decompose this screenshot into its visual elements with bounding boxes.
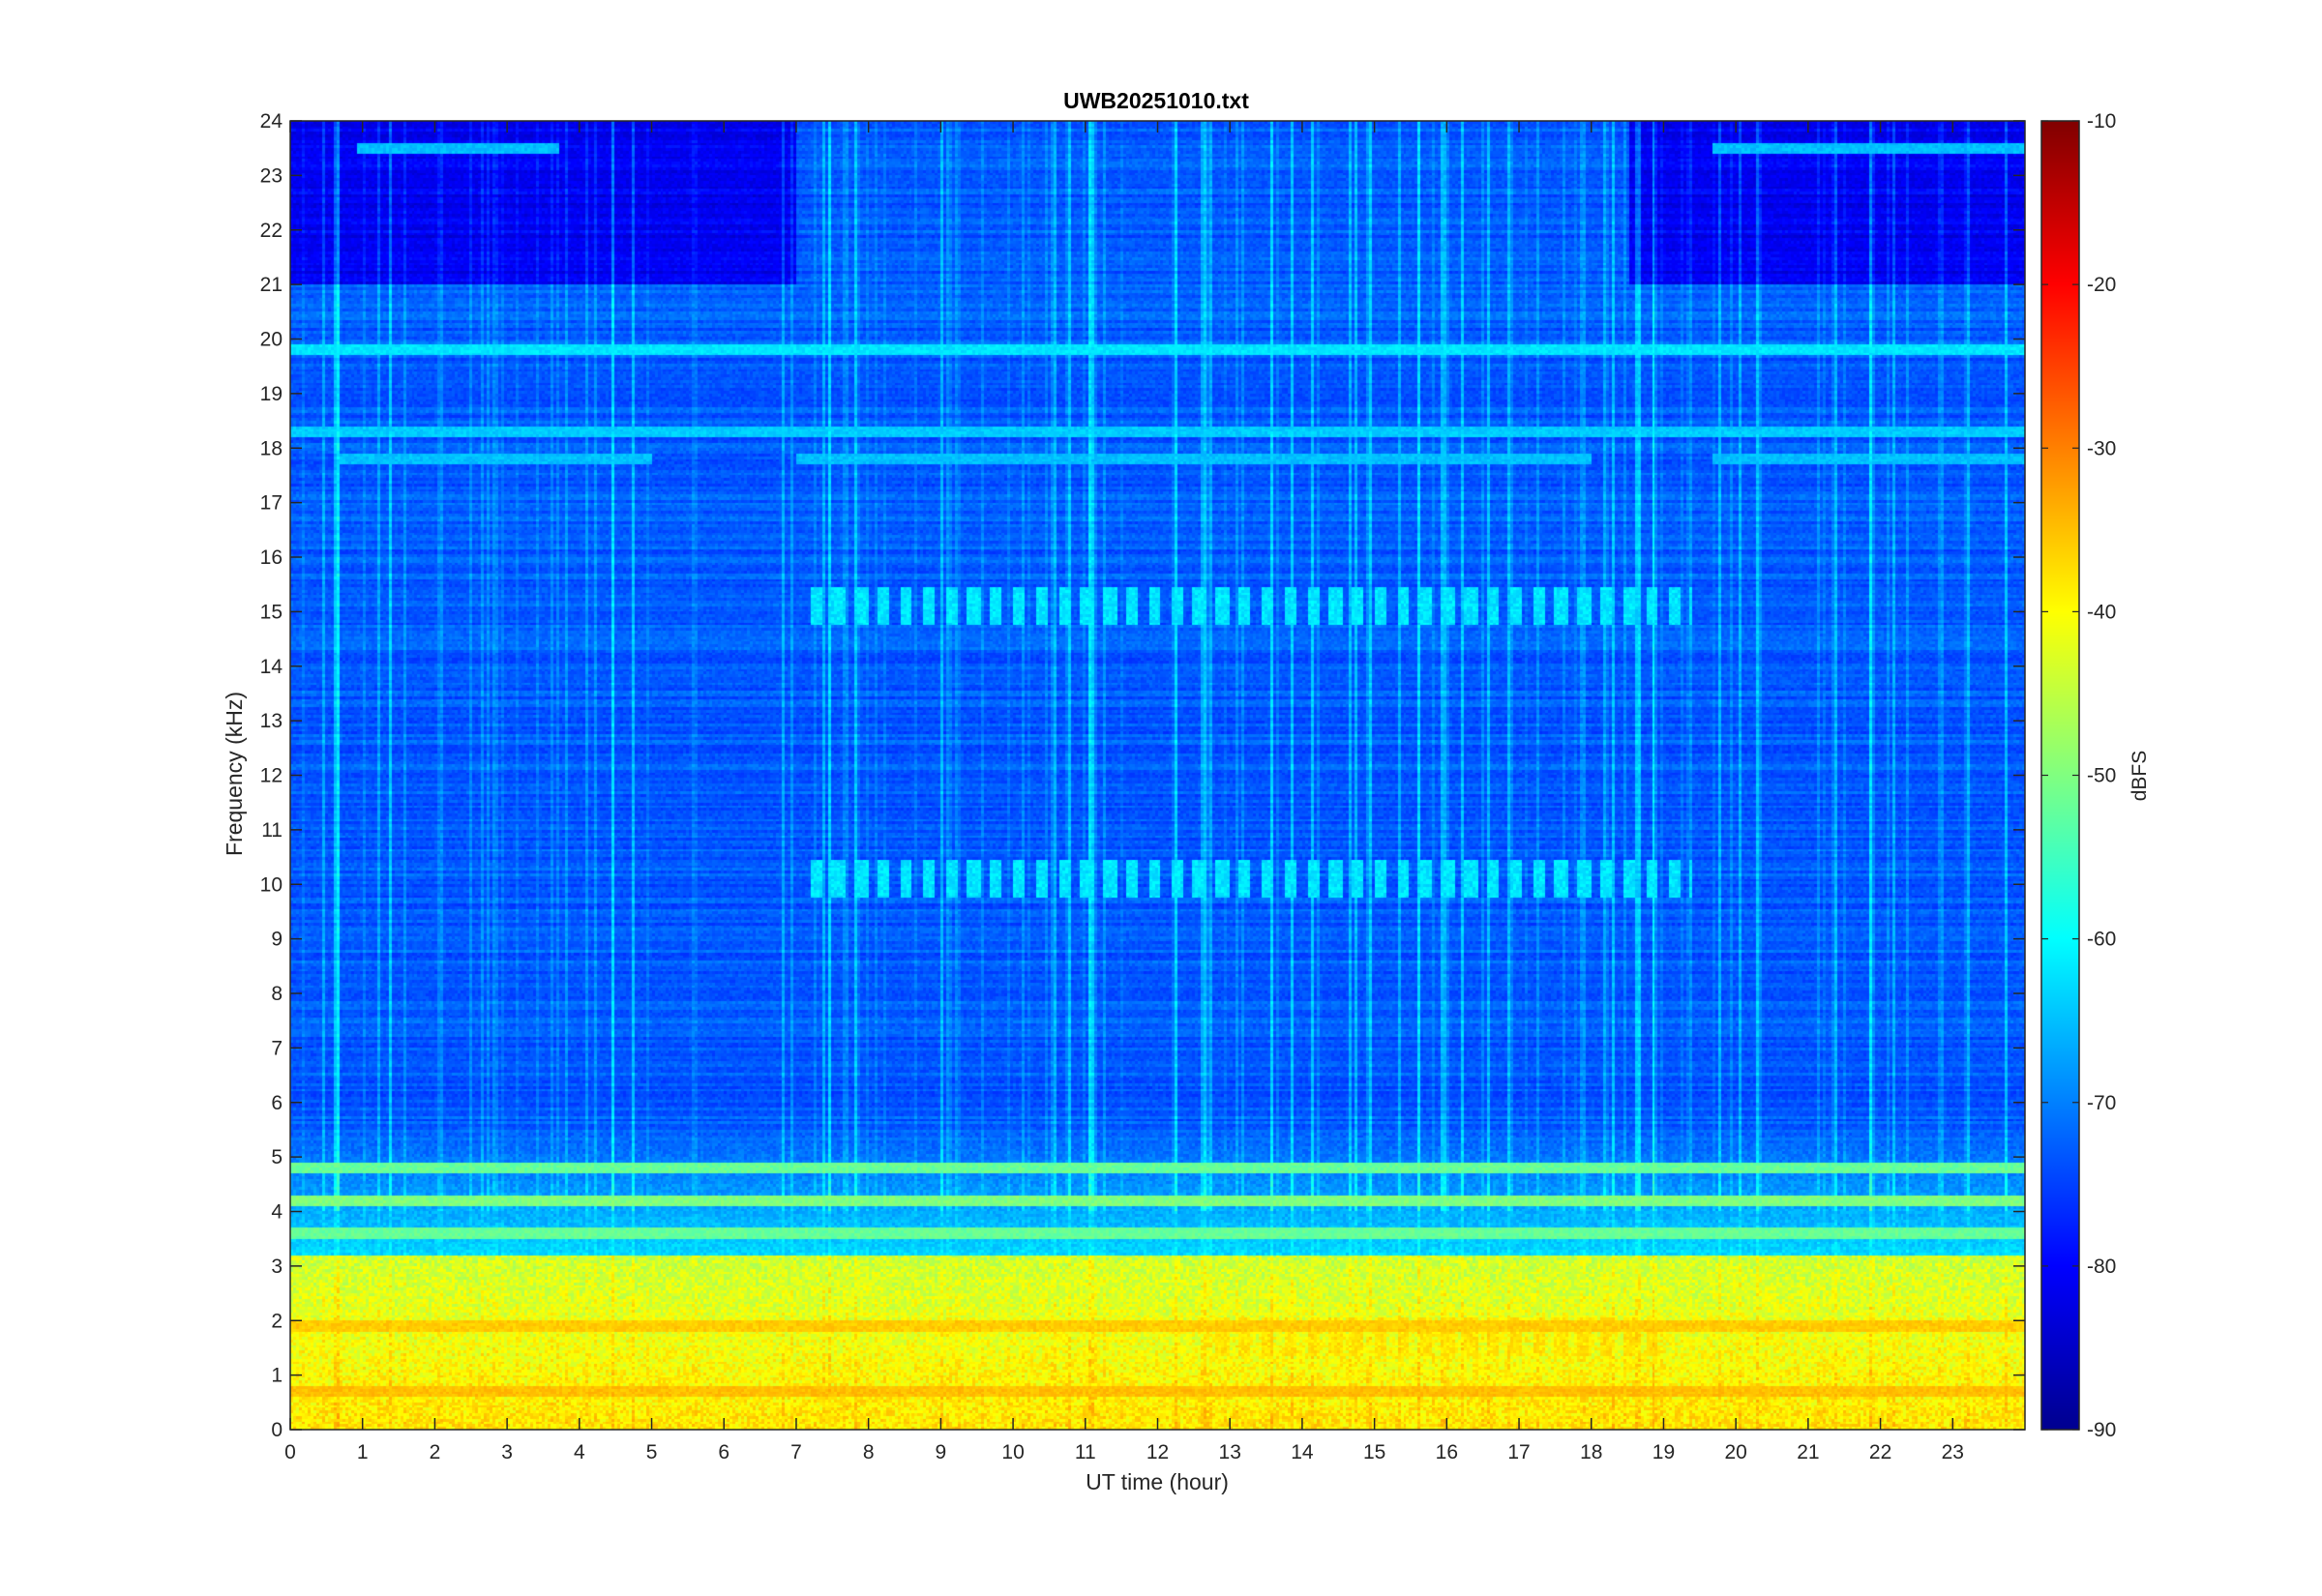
chart-title: UWB20251010.txt: [1063, 88, 1249, 113]
y-tick-label: 7: [271, 1037, 283, 1059]
x-tick-label: 0: [284, 1441, 296, 1463]
x-axis-label: UT time (hour): [1086, 1469, 1229, 1494]
x-tick-label: 20: [1724, 1441, 1746, 1463]
x-tick-label: 3: [501, 1441, 513, 1463]
colorbar-ticks: -10 -20 -30 -40 -50 -60 -70 -80 -90: [2041, 110, 2116, 1441]
x-tick-label: 8: [863, 1441, 875, 1463]
y-axis-label: Frequency (kHz): [222, 692, 247, 856]
colorbar-tick-label: -70: [2087, 1092, 2116, 1114]
x-tick-label: 14: [1291, 1441, 1314, 1463]
y-tick-label: 16: [260, 547, 283, 569]
x-tick-label: 11: [1075, 1441, 1096, 1463]
y-tick-label: 13: [260, 710, 283, 732]
y-tick-label: 10: [260, 873, 283, 896]
y-tick-label: 2: [271, 1310, 283, 1332]
colorbar-tick-label: -30: [2087, 437, 2116, 459]
y-tick-label: 8: [271, 983, 283, 1005]
y-tick-label: 19: [260, 383, 283, 405]
colorbar-tick-label: -50: [2087, 765, 2116, 787]
x-tick-label: 23: [1942, 1441, 1964, 1463]
y-tick-label: 18: [260, 437, 283, 459]
y-tick-label: 23: [260, 164, 283, 187]
x-tick-label: 5: [646, 1441, 658, 1463]
y-tick-label: 11: [261, 819, 283, 842]
x-tick-label: 15: [1363, 1441, 1385, 1463]
y-tick-label: 0: [271, 1419, 283, 1441]
y-tick-label: 24: [260, 110, 283, 133]
x-tick-label: 17: [1507, 1441, 1530, 1463]
x-tick-label: 6: [718, 1441, 729, 1463]
colorbar-label: dBFS: [2128, 751, 2151, 802]
x-tick-label: 12: [1146, 1441, 1169, 1463]
y-tick-label: 4: [271, 1201, 283, 1224]
x-tick-label: 18: [1580, 1441, 1602, 1463]
y-tick-label: 3: [271, 1256, 283, 1278]
y-tick-label: 6: [271, 1092, 283, 1114]
plot-area: [289, 120, 2026, 1431]
x-tick-label: 16: [1436, 1441, 1458, 1463]
y-tick-label: 22: [260, 220, 283, 242]
colorbar-tick-label: -40: [2087, 601, 2116, 623]
x-tick-label: 1: [357, 1441, 369, 1463]
y-tick-label: 14: [260, 656, 283, 678]
x-tick-label: 4: [574, 1441, 585, 1463]
x-axis: 0 1 2 3 4 5 6 7 8 9 10 11 12 13 14 15 16 17 18 19 20 21 22 23: [284, 121, 1964, 1463]
y-tick-label: 1: [271, 1365, 283, 1387]
x-tick-label: 22: [1869, 1441, 1891, 1463]
x-tick-label: 19: [1652, 1441, 1675, 1463]
colorbar-tick-label: -80: [2087, 1256, 2116, 1278]
y-tick-label: 20: [260, 329, 283, 351]
x-tick-label: 21: [1797, 1441, 1819, 1463]
x-tick-label: 2: [430, 1441, 441, 1463]
y-tick-label: 12: [260, 765, 283, 787]
colorbar-tick-label: -90: [2087, 1419, 2116, 1441]
spectrogram-heatmap: [290, 121, 2025, 1430]
x-tick-label: 10: [1001, 1441, 1024, 1463]
colorbar-tick-label: -10: [2087, 110, 2116, 133]
x-tick-label: 13: [1219, 1441, 1241, 1463]
y-tick-label: 15: [260, 601, 283, 623]
x-tick-label: 9: [936, 1441, 947, 1463]
y-tick-label: 17: [260, 492, 283, 515]
x-tick-label: 7: [790, 1441, 802, 1463]
colorbar-tick-label: -20: [2087, 274, 2116, 296]
y-tick-label: 9: [271, 929, 283, 951]
y-tick-label: 21: [260, 274, 283, 296]
y-tick-label: 5: [271, 1146, 283, 1168]
colorbar: -10 -20 -30 -40 -50 -60 -70 -80 -90 dBFS: [2040, 110, 2151, 1441]
colorbar-tick-label: -60: [2087, 929, 2116, 951]
